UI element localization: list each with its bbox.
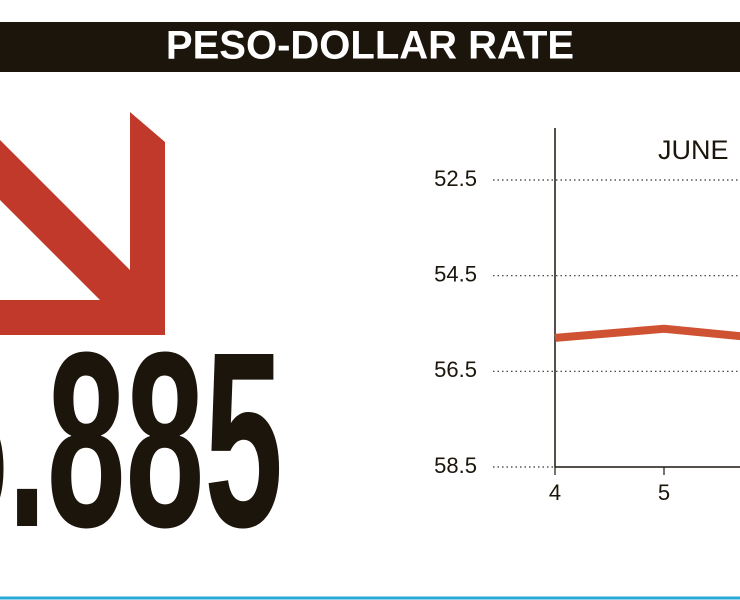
headline-value: 55.885 <box>0 300 283 579</box>
y-tick-label: 54.5 <box>434 261 477 286</box>
x-tick-label: 5 <box>658 480 670 505</box>
y-tick-label: 52.5 <box>434 166 477 191</box>
title-banner <box>0 22 740 72</box>
y-tick-label: 58.5 <box>434 453 477 478</box>
chart-title: PESO-DOLLAR RATE <box>166 24 574 68</box>
series-line <box>554 324 740 342</box>
x-tick-label: 4 <box>549 480 561 505</box>
y-tick-label: 56.5 <box>434 357 477 382</box>
down-arrow <box>0 112 165 335</box>
annotation: JUNE <box>658 135 729 165</box>
